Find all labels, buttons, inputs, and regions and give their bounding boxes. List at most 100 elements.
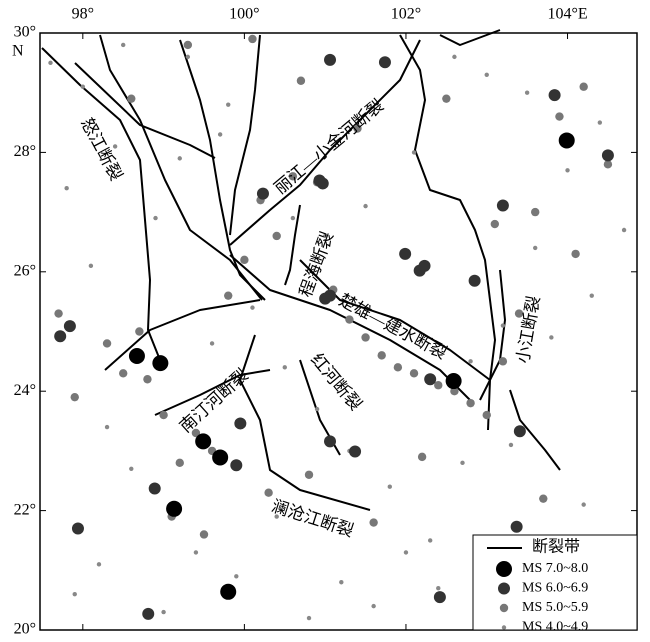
epicenter [64,186,69,191]
legend: 断裂带 MS 7.0~8.0 MS 6.0~6.9 MS 5.0~5.9 MS 4.0… [472,534,638,635]
epicenter [353,124,362,133]
epicenter [417,452,427,462]
x-tick-label: 102° [391,6,421,23]
faults [41,29,561,511]
epicenter [427,538,433,543]
epicenter [533,245,538,251]
epicenter [48,60,53,66]
epicenter [445,373,462,390]
fault-line [399,34,496,431]
epicenters [48,34,627,621]
epicenter [152,355,169,372]
epicenter [175,458,184,468]
fault-line [154,369,271,416]
epicenter [484,72,489,77]
epicenter [468,274,481,287]
epicenter [468,359,473,364]
epicenter [104,424,110,430]
epicenter [234,417,247,430]
epicenter [377,351,386,360]
epicenter [185,54,191,60]
epicenter [282,365,287,370]
epicenter [565,168,570,173]
x-tick-label: 100° [229,6,259,23]
epicenter [314,406,320,412]
epicenter [306,615,312,621]
epicenter [80,84,86,89]
epicenter [193,550,199,555]
fault-line [229,254,471,401]
fault-line [229,39,421,246]
epicenter [403,550,409,555]
epicenter [378,56,391,69]
epicenter [142,607,155,620]
fault-line [284,204,301,286]
epicenter [571,249,580,259]
fault-line [229,34,261,236]
epicenter [339,580,344,585]
epicenter [224,291,233,300]
legend-label: MS 4.0~4.9 [522,620,588,635]
epicenter [442,94,451,103]
epicenter [288,172,298,181]
y-tick-label: 22° [14,501,36,518]
epicenter [548,89,561,102]
legend-symbol [501,625,507,630]
epicenter [70,392,79,402]
epicenter [264,488,273,497]
epicenter [399,247,412,260]
epicenter [127,94,136,103]
legend-symbol [496,561,512,577]
epicenter [128,347,145,364]
epicenter [119,369,128,378]
epicenter [54,309,63,318]
epicenter [603,160,613,169]
epicenter [226,102,231,107]
epicenter [460,460,465,466]
legend-label: MS 7.0~8.0 [522,561,588,576]
epicenter [230,459,243,472]
epicenter [153,215,158,221]
fault-line [439,29,501,46]
epicenter [510,520,523,533]
epicenter [220,583,237,600]
epicenter [498,357,508,366]
epicenter [579,82,588,91]
epicenter [601,149,614,162]
fault-line [239,334,371,511]
x-tick-label: 104°E [547,6,587,23]
epicenter [274,514,279,519]
fault-line [179,39,266,301]
epicenter [513,425,526,438]
epicenter [54,330,67,343]
epicenter [452,54,457,60]
epicenter [217,132,223,137]
epicenter [166,500,183,517]
epicenter [183,40,193,50]
epicenter [191,428,201,438]
epicenter [436,586,441,591]
epicenter [322,233,328,239]
epicenter [159,410,168,420]
epicenter [88,263,94,269]
legend-label: 断裂带 [532,538,580,556]
epicenter [549,335,554,340]
y-tick-label: 28° [14,143,36,160]
epicenter [324,53,337,66]
epicenter [345,315,354,324]
epicenter [63,320,76,333]
fault-line [509,389,561,471]
epicenter [209,341,215,346]
epicenter [256,187,269,200]
epicenter [112,144,118,149]
epicenter [424,373,437,386]
epicenter [490,219,500,229]
epicenter [319,292,332,305]
epicenter [199,530,209,539]
epicenter [324,435,337,448]
epicenter [369,518,378,527]
epicenter [250,305,255,310]
x-tick-label: 98° [72,6,94,23]
legend-symbol [498,582,510,595]
epicenter [450,387,459,396]
